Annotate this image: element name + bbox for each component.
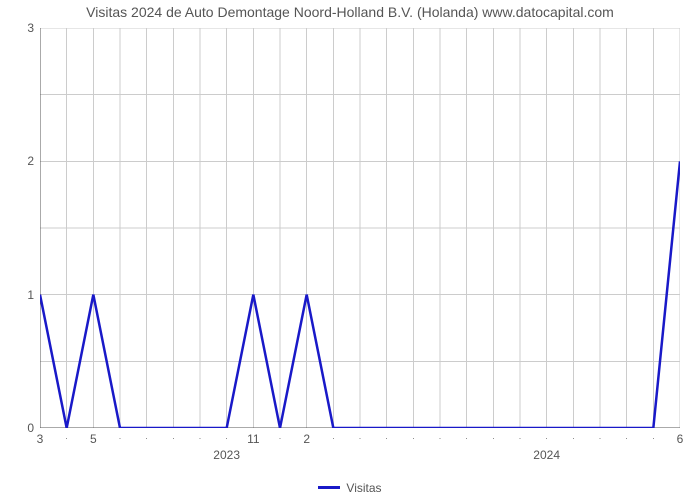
x-year-label: 2023 xyxy=(213,448,240,462)
y-tick-label: 3 xyxy=(27,21,34,35)
y-tick-label: 2 xyxy=(27,154,34,168)
x-tick-mark: . xyxy=(652,432,654,441)
chart-title: Visitas 2024 de Auto Demontage Noord-Hol… xyxy=(0,4,700,20)
chart-container: Visitas 2024 de Auto Demontage Noord-Hol… xyxy=(0,0,700,500)
x-tick-mark: . xyxy=(332,432,334,441)
x-tick-label: 2 xyxy=(303,432,310,446)
x-tick-mark: . xyxy=(439,432,441,441)
x-tick-label: 3 xyxy=(37,432,44,446)
line-icon xyxy=(318,486,340,489)
x-tick-mark: . xyxy=(412,432,414,441)
x-tick-label: 11 xyxy=(247,432,259,446)
x-tick-mark: . xyxy=(279,432,281,441)
x-tick-mark: . xyxy=(572,432,574,441)
y-tick-label: 0 xyxy=(27,421,34,435)
x-tick-mark: . xyxy=(119,432,121,441)
x-tick-mark: . xyxy=(172,432,174,441)
x-tick-mark: . xyxy=(546,432,548,441)
x-year-label: 2024 xyxy=(533,448,560,462)
x-tick-mark: . xyxy=(466,432,468,441)
x-tick-mark: . xyxy=(599,432,601,441)
legend-label: Visitas xyxy=(346,481,381,495)
x-tick-mark: . xyxy=(146,432,148,441)
legend-item: Visitas xyxy=(318,481,381,495)
x-tick-mark: . xyxy=(359,432,361,441)
legend: Visitas xyxy=(0,478,700,495)
x-tick-mark: . xyxy=(66,432,68,441)
x-tick-mark: . xyxy=(626,432,628,441)
x-tick-mark: . xyxy=(386,432,388,441)
x-tick-mark: . xyxy=(519,432,521,441)
x-tick-label: 6 xyxy=(677,432,684,446)
plot-area: 01233.5.....11.2.............620232024 xyxy=(40,28,680,428)
y-tick-label: 1 xyxy=(27,288,34,302)
x-tick-label: 5 xyxy=(90,432,97,446)
x-tick-mark: . xyxy=(492,432,494,441)
x-tick-mark: . xyxy=(226,432,228,441)
x-tick-mark: . xyxy=(199,432,201,441)
